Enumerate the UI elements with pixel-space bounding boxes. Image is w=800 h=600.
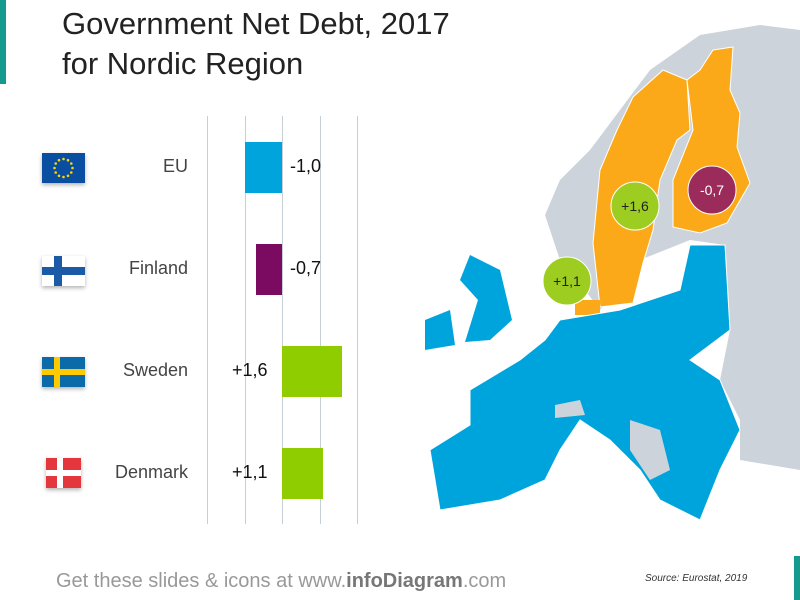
bar-denmark [282, 448, 324, 499]
bar-finland [255, 244, 282, 295]
category-label: EU [162, 156, 188, 176]
category-label: Denmark [114, 462, 188, 482]
bar-eu [244, 142, 282, 193]
denmark-flag-icon [46, 458, 81, 488]
footer-promo: Get these slides & icons at www.infoDiag… [56, 570, 507, 592]
value-label: +1,6 [232, 360, 268, 380]
eu-flag-icon [42, 153, 85, 183]
bubble-sweden [610, 181, 660, 231]
source-note: Source: Eurostat, 2019 [645, 573, 748, 584]
category-label: Sweden [122, 360, 188, 380]
value-label: +1,1 [232, 462, 268, 482]
bubble-label: -0,7 [700, 182, 724, 198]
category-label: Finland [128, 258, 188, 278]
value-label: -0,7 [290, 258, 322, 278]
bubble-label: +1,6 [621, 198, 649, 214]
bubble-denmark [542, 256, 592, 306]
finland-flag-icon [42, 256, 85, 286]
gridline [357, 116, 358, 524]
sweden-flag-icon [42, 357, 85, 387]
denmark-shape [575, 300, 600, 315]
value-label: -1,0 [290, 156, 322, 176]
page-title: Government Net Debt, 2017 for Nordic Regi… [62, 6, 450, 81]
gridline [207, 116, 208, 524]
bar-sweden [282, 346, 342, 397]
europe-map: +1,6 -0,7 +1,1 [425, 25, 800, 521]
accent-bar [0, 0, 6, 84]
gridline [319, 116, 321, 524]
ireland-shape [425, 310, 455, 350]
accent-bar [794, 556, 800, 600]
bubble-label: +1,1 [553, 273, 581, 289]
gridline [282, 116, 283, 524]
bubble-finland [687, 165, 737, 215]
uk-shape [460, 255, 512, 342]
switzerland-balkans-region [555, 400, 670, 480]
gridline [244, 116, 246, 524]
